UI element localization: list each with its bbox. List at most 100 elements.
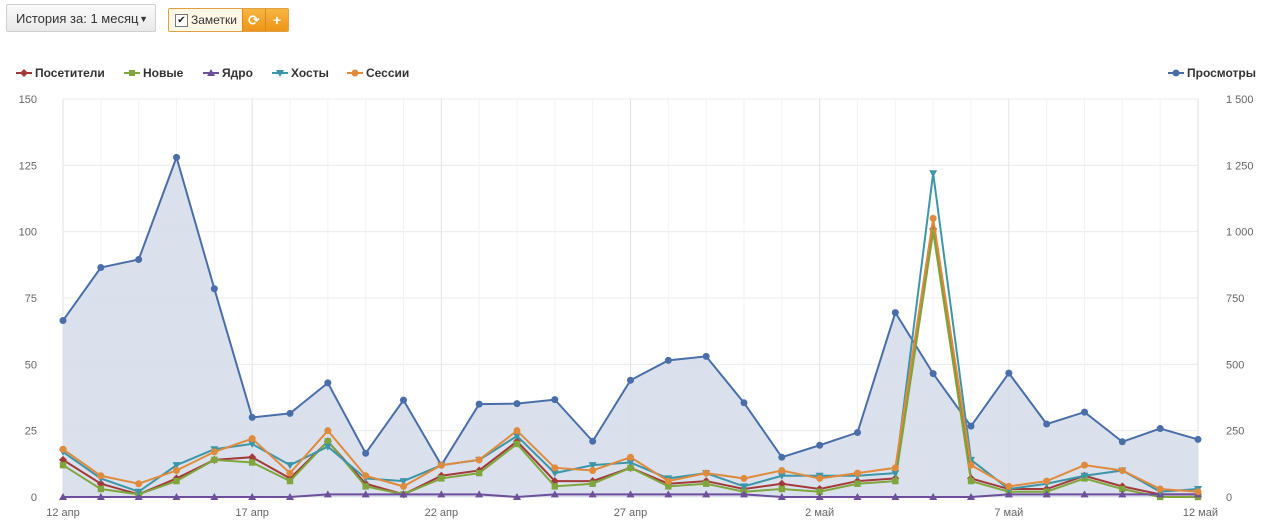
data-point	[589, 466, 597, 474]
data-point	[854, 429, 861, 437]
legend-label: Сессии	[366, 66, 410, 80]
data-point	[702, 469, 710, 477]
data-point	[210, 285, 218, 293]
data-point	[929, 370, 937, 378]
data-point	[816, 441, 824, 449]
data-point	[740, 490, 748, 498]
data-point	[816, 474, 824, 482]
data-point	[399, 478, 408, 486]
y-left-tick-label: 50	[25, 359, 37, 371]
data-point	[815, 493, 824, 500]
series-views	[59, 153, 1202, 497]
data-point	[59, 445, 67, 453]
data-point	[1080, 490, 1089, 498]
data-point	[135, 256, 143, 264]
refresh-notes-button[interactable]: ⟳	[241, 9, 265, 31]
y-right-tick-label: 1 500	[1226, 94, 1254, 106]
data-point	[1119, 485, 1126, 493]
data-point	[59, 317, 67, 325]
series-area-views	[63, 157, 1198, 497]
legend-marker-icon	[1168, 69, 1184, 77]
data-point	[513, 432, 521, 440]
notes-toggle[interactable]: ✔ Заметки	[169, 9, 242, 31]
data-point	[1118, 466, 1126, 474]
data-point	[778, 453, 786, 461]
y-left-tick-label: 125	[19, 160, 37, 172]
data-point	[702, 480, 710, 487]
data-point	[626, 459, 635, 467]
data-point	[1043, 420, 1051, 428]
y-left-tick-label: 75	[25, 293, 37, 305]
legend-marker-icon	[347, 69, 363, 77]
data-point	[1118, 490, 1127, 498]
data-point	[853, 493, 862, 500]
data-point	[1081, 408, 1088, 416]
legend-item-new[interactable]: Новые	[124, 66, 183, 80]
history-period-select[interactable]: История за: 1 месяц ▼	[6, 4, 156, 32]
data-point	[816, 488, 823, 495]
data-point	[777, 472, 786, 480]
data-point	[286, 469, 294, 477]
legend-label: Ядро	[222, 66, 253, 80]
data-point	[437, 461, 445, 469]
data-point	[96, 493, 105, 500]
x-tick-label: 27 апр	[614, 507, 647, 519]
legend-item-views[interactable]: Просмотры	[1168, 66, 1256, 80]
data-point	[97, 472, 105, 480]
y-left-tick-label: 0	[31, 492, 37, 504]
data-point	[967, 477, 975, 485]
data-point	[59, 493, 67, 500]
data-point	[1042, 490, 1051, 498]
data-point	[702, 352, 710, 360]
data-point	[740, 399, 748, 407]
data-point	[1043, 477, 1051, 485]
data-point	[627, 464, 634, 472]
dropdown-arrow-icon: ▼	[139, 14, 148, 24]
add-note-button[interactable]: +	[264, 9, 288, 31]
x-tick-label: 17 апр	[235, 507, 268, 519]
data-point	[97, 263, 105, 271]
x-tick-label: 12 апр	[46, 507, 79, 519]
data-point	[967, 461, 975, 469]
data-point	[324, 427, 332, 435]
data-point	[437, 490, 446, 498]
x-tick-label: 12 май	[1183, 507, 1218, 519]
series-core	[59, 490, 1202, 500]
data-point	[475, 456, 483, 464]
data-point	[929, 493, 938, 500]
data-point	[588, 462, 597, 470]
data-point	[134, 488, 143, 496]
y-right-tick-label: 0	[1226, 492, 1232, 504]
data-point	[1156, 485, 1164, 493]
data-point	[1118, 438, 1126, 446]
data-point	[702, 490, 711, 498]
data-point	[362, 449, 370, 457]
y-left-tick-label: 150	[19, 94, 37, 106]
data-point	[588, 490, 597, 498]
legend-item-core[interactable]: Ядро	[203, 66, 253, 80]
data-point	[59, 461, 67, 469]
legend-item-visitors[interactable]: Посетители	[16, 66, 105, 80]
legend-item-hosts[interactable]: Хосты	[272, 66, 329, 80]
data-point	[929, 214, 937, 222]
data-point	[626, 490, 635, 498]
data-point	[248, 459, 256, 466]
legend-marker-icon	[124, 70, 140, 76]
plus-icon: +	[272, 12, 281, 28]
data-point	[891, 464, 899, 472]
notes-checkbox[interactable]: ✔	[175, 13, 188, 27]
data-point	[324, 438, 332, 445]
data-point	[1194, 435, 1202, 443]
data-point	[664, 356, 672, 364]
legend-item-sessions[interactable]: Сессии	[347, 66, 409, 80]
notes-control: ✔ Заметки ⟳ +	[168, 8, 289, 32]
data-point	[627, 376, 634, 384]
data-point	[778, 466, 786, 474]
data-point	[475, 469, 483, 477]
data-point	[438, 475, 445, 482]
data-point	[173, 153, 180, 161]
legend-marker-icon	[203, 69, 219, 76]
legend-label: Посетители	[35, 66, 105, 80]
data-point	[97, 485, 105, 493]
